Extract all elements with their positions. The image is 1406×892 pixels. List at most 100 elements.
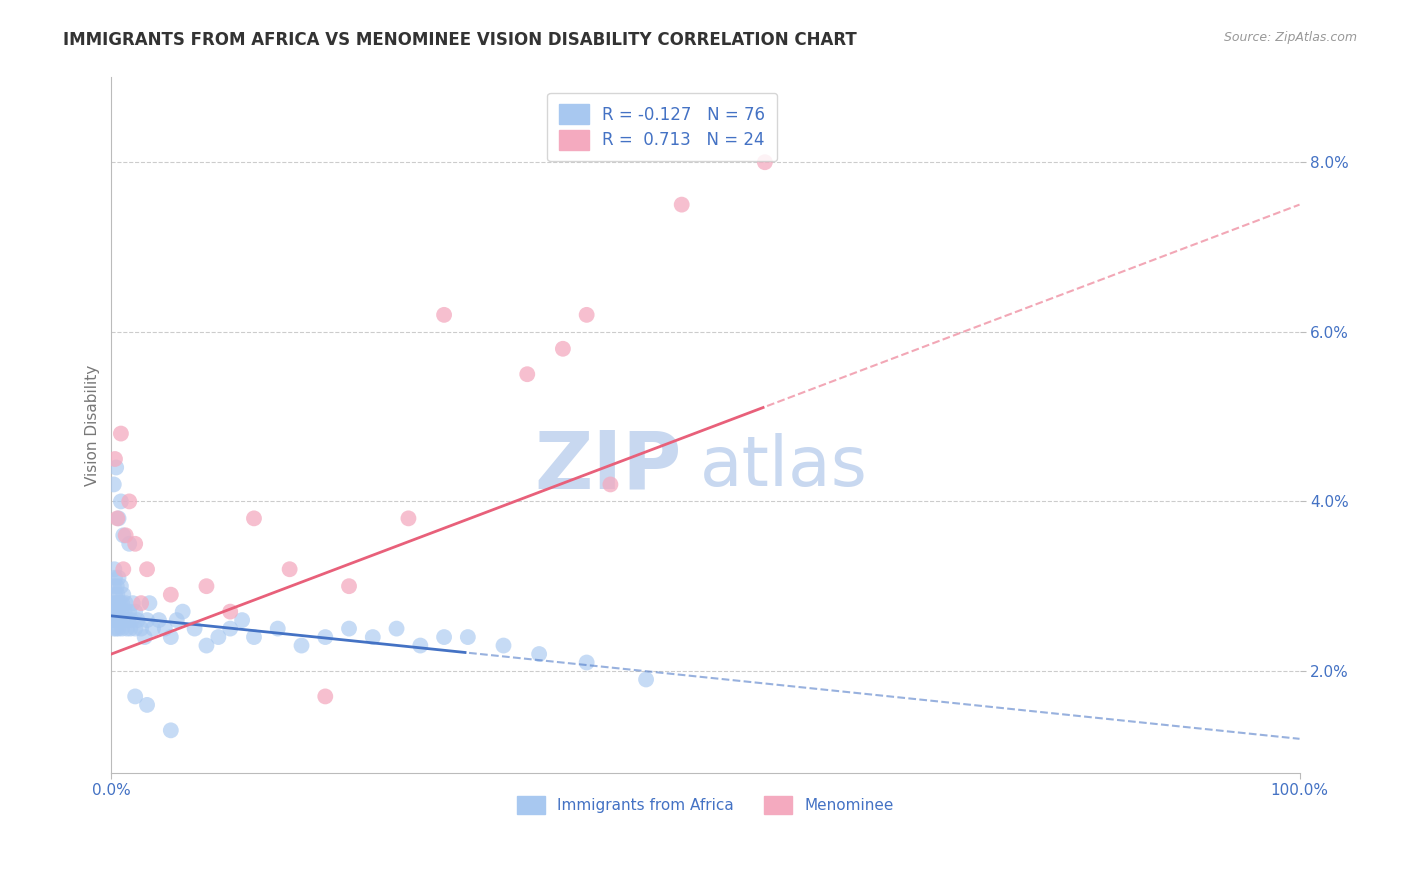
Point — [361, 630, 384, 644]
Point — [105, 596, 128, 610]
Point — [118, 537, 141, 551]
Point — [124, 622, 146, 636]
Point — [115, 622, 138, 636]
Point — [103, 622, 125, 636]
Point — [103, 579, 125, 593]
Point — [278, 562, 301, 576]
Point — [111, 596, 134, 610]
Point — [112, 562, 135, 576]
Text: atlas: atlas — [700, 434, 868, 500]
Point — [267, 622, 290, 636]
Point — [575, 308, 598, 322]
Point — [243, 511, 266, 525]
Point — [337, 622, 360, 636]
Point — [243, 630, 266, 644]
Point — [110, 605, 132, 619]
Point — [148, 613, 170, 627]
Point — [104, 452, 127, 467]
Point — [118, 494, 141, 508]
Point — [108, 596, 131, 610]
Point — [385, 622, 408, 636]
Point — [121, 613, 143, 627]
Point — [105, 605, 128, 619]
Point — [111, 622, 134, 636]
Point — [110, 579, 132, 593]
Point — [636, 673, 658, 687]
Point — [124, 690, 146, 704]
Point — [551, 342, 574, 356]
Point — [457, 630, 479, 644]
Point — [104, 596, 127, 610]
Point — [195, 639, 218, 653]
Point — [166, 613, 188, 627]
Point — [107, 571, 129, 585]
Text: ZIP: ZIP — [534, 428, 682, 506]
Point — [101, 613, 124, 627]
Point — [207, 630, 229, 644]
Point — [117, 613, 139, 627]
Point — [516, 368, 538, 382]
Point — [103, 477, 125, 491]
Point — [110, 426, 132, 441]
Text: IMMIGRANTS FROM AFRICA VS MENOMINEE VISION DISABILITY CORRELATION CHART: IMMIGRANTS FROM AFRICA VS MENOMINEE VISI… — [63, 31, 858, 49]
Point — [104, 571, 127, 585]
Point — [219, 622, 242, 636]
Point — [754, 155, 776, 169]
Point — [527, 647, 550, 661]
Point — [337, 579, 360, 593]
Point — [124, 605, 146, 619]
Point — [159, 630, 181, 644]
Point — [105, 579, 128, 593]
Point — [112, 613, 135, 627]
Point — [314, 630, 336, 644]
Point — [671, 197, 693, 211]
Text: Source: ZipAtlas.com: Source: ZipAtlas.com — [1223, 31, 1357, 45]
Point — [103, 596, 125, 610]
Point — [409, 639, 432, 653]
Point — [231, 613, 253, 627]
Point — [134, 630, 156, 644]
Point — [433, 630, 456, 644]
Point — [105, 588, 128, 602]
Point — [124, 537, 146, 551]
Point — [433, 308, 456, 322]
Point — [114, 528, 136, 542]
Point — [575, 656, 598, 670]
Point — [219, 605, 242, 619]
Point — [105, 511, 128, 525]
Point — [127, 613, 149, 627]
Point — [290, 639, 312, 653]
Point — [107, 605, 129, 619]
Point — [103, 562, 125, 576]
Point — [108, 613, 131, 627]
Point — [120, 622, 142, 636]
Point — [136, 698, 159, 712]
Point — [105, 613, 128, 627]
Y-axis label: Vision Disability: Vision Disability — [86, 365, 100, 486]
Point — [136, 562, 159, 576]
Point — [104, 613, 127, 627]
Point — [195, 579, 218, 593]
Point — [314, 690, 336, 704]
Point — [492, 639, 515, 653]
Point — [142, 622, 165, 636]
Point — [599, 477, 621, 491]
Point — [114, 596, 136, 610]
Legend: Immigrants from Africa, Menominee: Immigrants from Africa, Menominee — [506, 785, 904, 824]
Point — [159, 723, 181, 738]
Point — [396, 511, 419, 525]
Point — [136, 613, 159, 627]
Point — [138, 596, 160, 610]
Point — [103, 605, 125, 619]
Point — [129, 622, 152, 636]
Point — [104, 588, 127, 602]
Point — [105, 622, 128, 636]
Point — [183, 622, 205, 636]
Point — [172, 605, 194, 619]
Point — [112, 528, 135, 542]
Point — [107, 511, 129, 525]
Point — [105, 460, 128, 475]
Point — [129, 596, 152, 610]
Point — [121, 596, 143, 610]
Point — [114, 605, 136, 619]
